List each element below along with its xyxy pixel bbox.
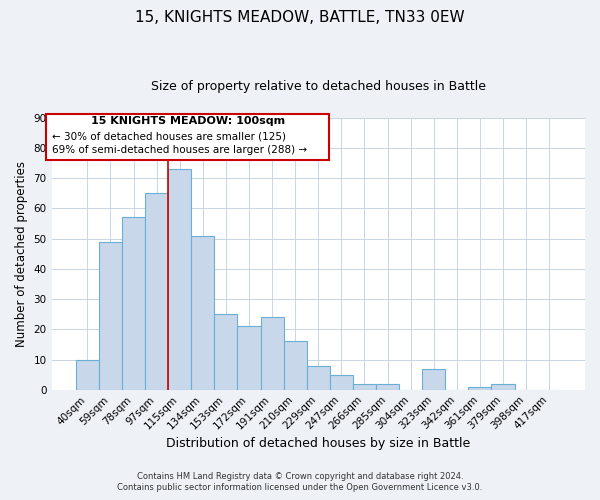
Bar	[168, 169, 191, 390]
Bar	[191, 236, 214, 390]
Bar	[376, 384, 399, 390]
Text: Contains public sector information licensed under the Open Government Licence v3: Contains public sector information licen…	[118, 484, 482, 492]
Bar	[330, 374, 353, 390]
Bar	[99, 242, 122, 390]
Bar	[238, 326, 260, 390]
Bar	[76, 360, 99, 390]
Text: Contains HM Land Registry data © Crown copyright and database right 2024.: Contains HM Land Registry data © Crown c…	[137, 472, 463, 481]
Bar	[260, 317, 284, 390]
X-axis label: Distribution of detached houses by size in Battle: Distribution of detached houses by size …	[166, 437, 470, 450]
Text: ← 30% of detached houses are smaller (125): ← 30% of detached houses are smaller (12…	[52, 131, 286, 141]
Bar	[214, 314, 238, 390]
Y-axis label: Number of detached properties: Number of detached properties	[15, 161, 28, 347]
Text: 69% of semi-detached houses are larger (288) →: 69% of semi-detached houses are larger (…	[52, 144, 307, 154]
Bar	[307, 366, 330, 390]
Bar	[145, 194, 168, 390]
Bar	[353, 384, 376, 390]
Title: Size of property relative to detached houses in Battle: Size of property relative to detached ho…	[151, 80, 486, 93]
Text: 15, KNIGHTS MEADOW, BATTLE, TN33 0EW: 15, KNIGHTS MEADOW, BATTLE, TN33 0EW	[135, 10, 465, 25]
Bar	[122, 218, 145, 390]
Bar	[284, 342, 307, 390]
Bar	[469, 386, 491, 390]
Bar	[491, 384, 515, 390]
Bar	[422, 368, 445, 390]
Text: 15 KNIGHTS MEADOW: 100sqm: 15 KNIGHTS MEADOW: 100sqm	[91, 116, 284, 126]
